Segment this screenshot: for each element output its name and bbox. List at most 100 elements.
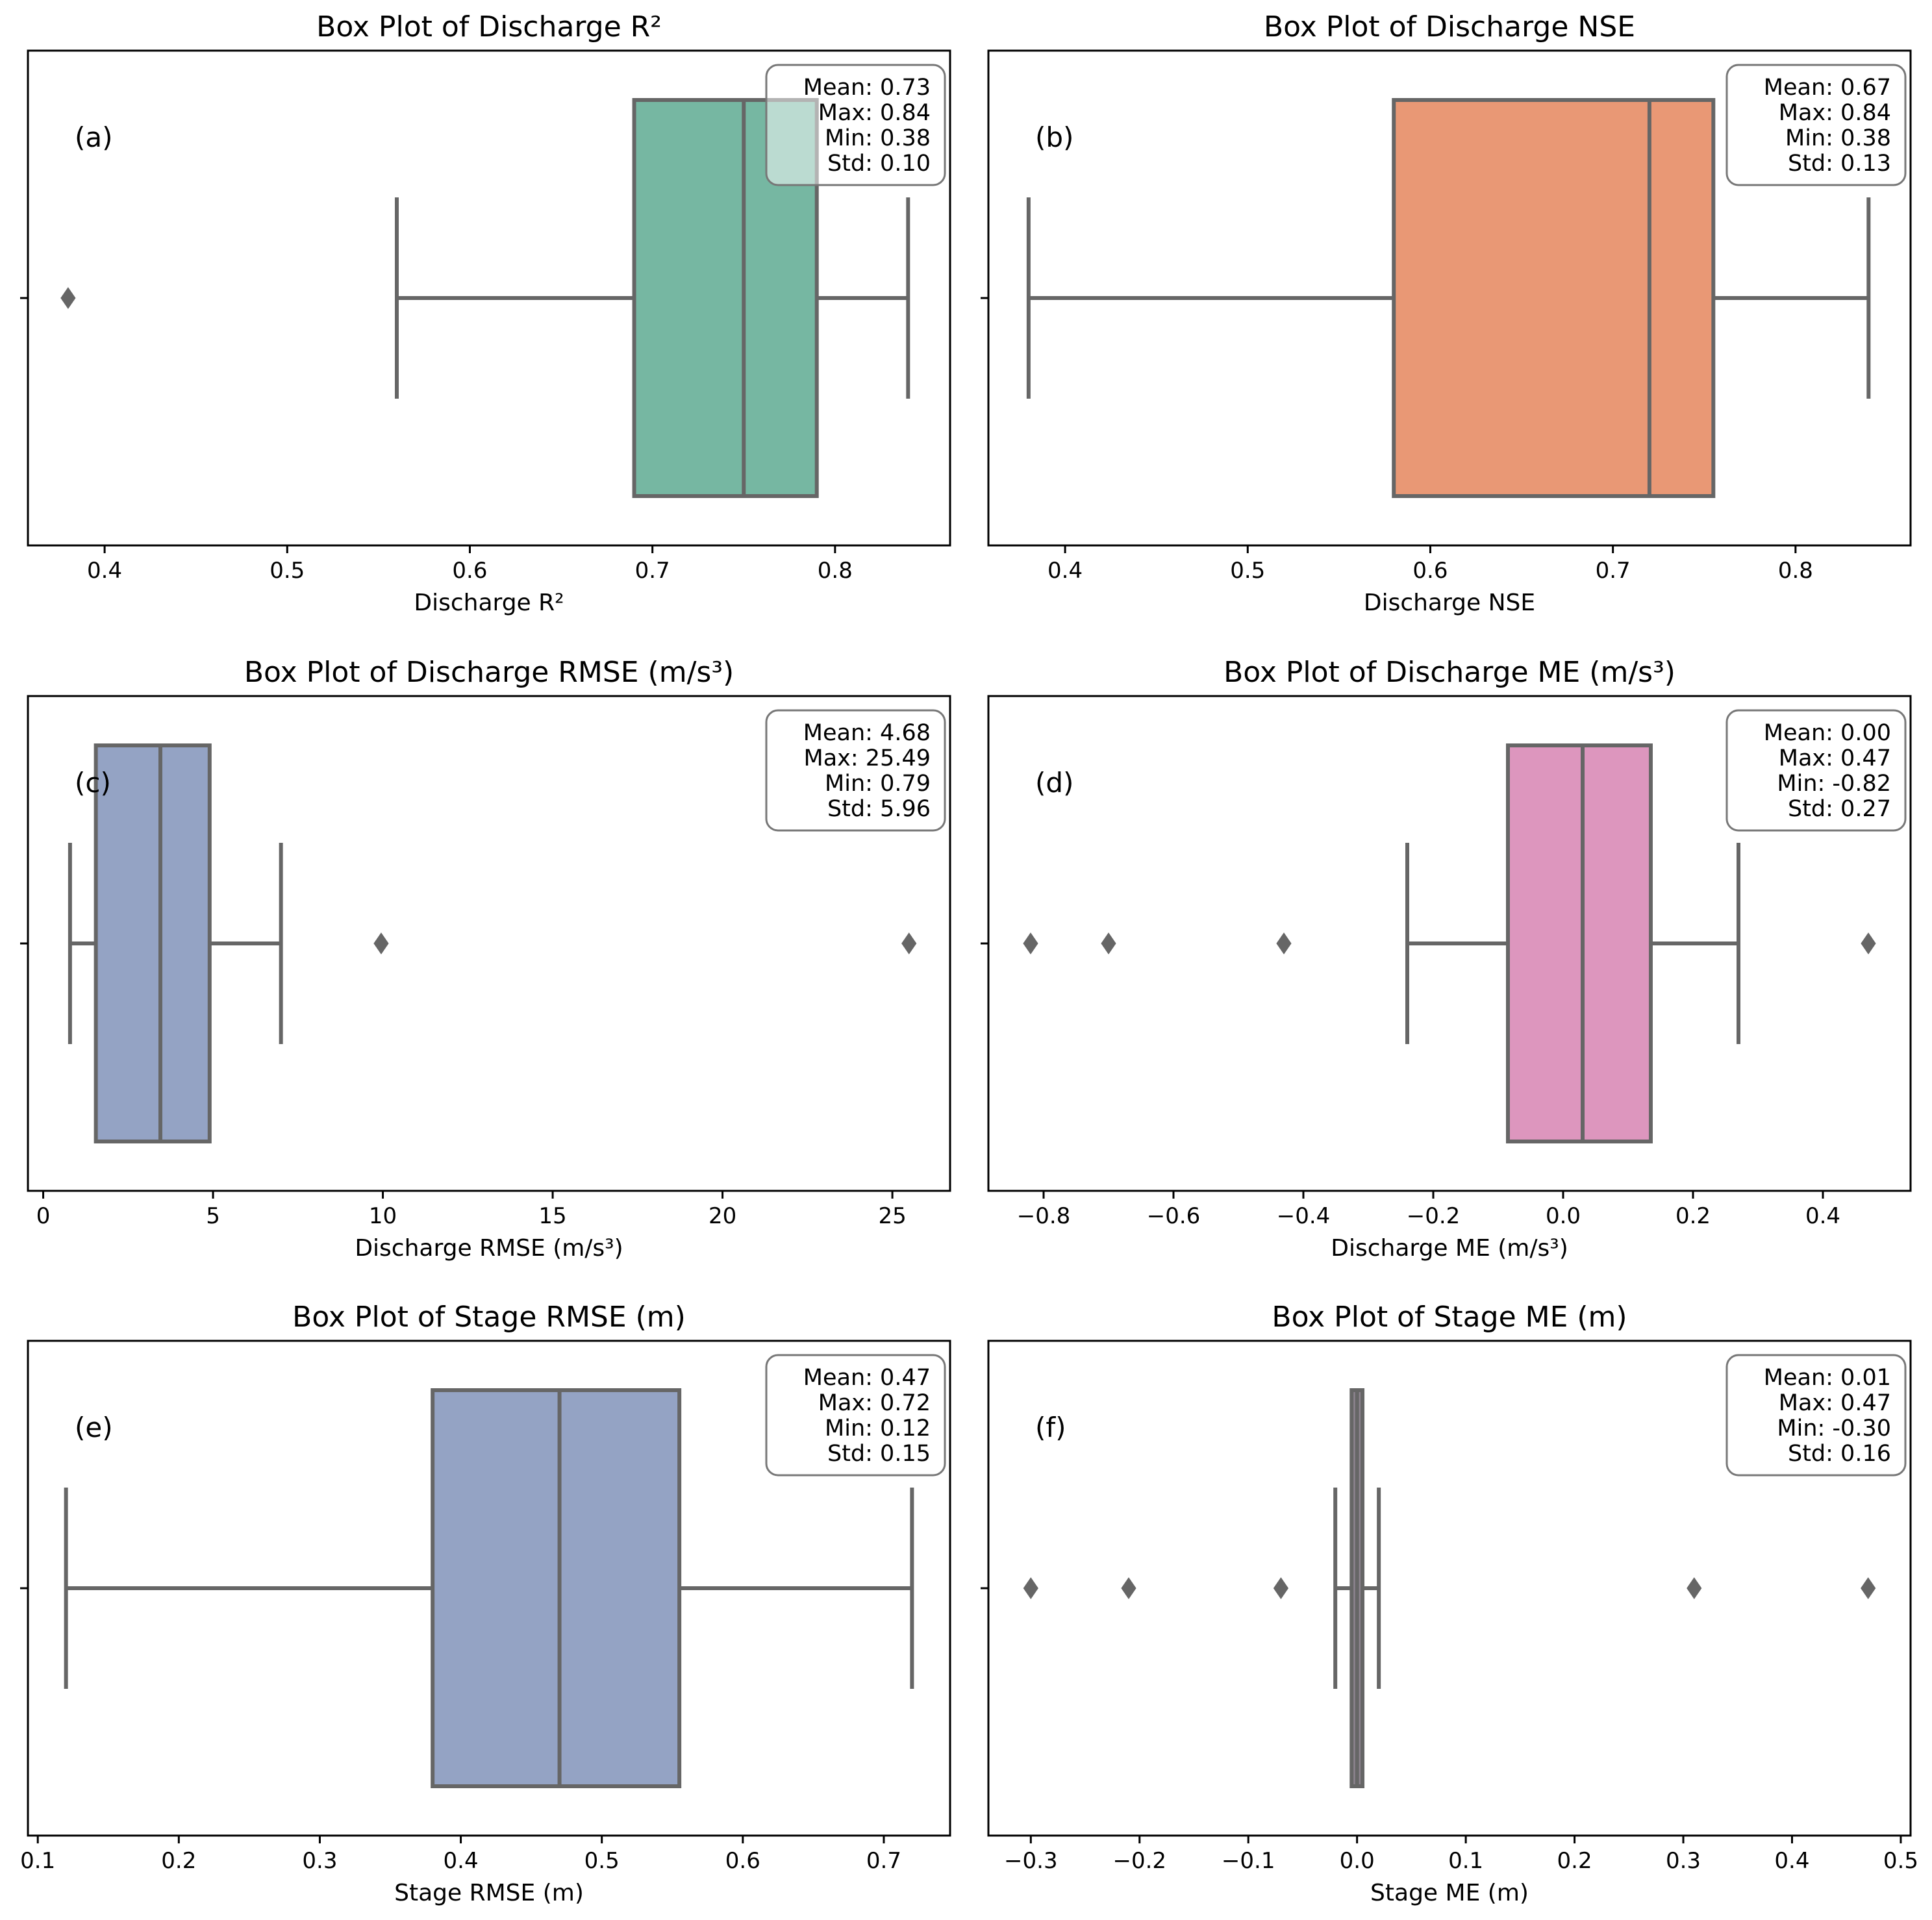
x-tick-label: 0.5 [270,558,305,584]
stats-box [765,709,946,832]
x-tick-label: 0.6 [725,1848,760,1874]
stats-line: Max: 25.49 [804,745,931,771]
outlier-point [1276,932,1292,954]
x-tick-label: 0.7 [635,558,670,584]
x-axis-label: Stage ME (m) [1370,1880,1529,1906]
panel-c: Box Plot of Discharge RMSE (m/s³) 0 5 10 15 2… [20,656,951,1262]
x-tick-label: 0.4 [444,1848,479,1874]
stats-line: Mean: 0.01 [1764,1365,1891,1391]
x-tick-label: 0.8 [818,558,853,584]
outlier-point [1121,1577,1136,1599]
panel-a: Box Plot of Discharge R² 0.4 0.5 0.6 0.7 0.8 D… [20,10,951,616]
x-tick-label: 0.5 [584,1848,620,1874]
panel-b: Box Plot of Discharge NSE 0.4 0.5 0.6 0.7 0.8… [981,10,1912,616]
stats-box [1725,1354,1907,1477]
x-tick-label: 0.6 [1412,558,1448,584]
stats-line: Min: -0.82 [1777,771,1891,797]
x-tick-label: 0.0 [1546,1203,1581,1229]
x-tick-label: 0.4 [1774,1848,1809,1874]
panel-label: (f) [1035,1412,1066,1443]
x-tick-label: −0.1 [1222,1848,1275,1874]
x-axis-label: Discharge RMSE (m/s³) [355,1235,623,1262]
stats-line: Std: 0.15 [827,1441,931,1467]
x-axis-label: Stage RMSE (m) [394,1880,584,1906]
x-axis-label: Discharge ME (m/s³) [1331,1235,1568,1262]
x-tick-label: 0.3 [302,1848,337,1874]
x-tick-label: −0.6 [1147,1203,1201,1229]
x-tick-label: 0.8 [1778,558,1813,584]
outlier-point [1023,932,1038,954]
x-tick-label: 0.5 [1883,1848,1918,1874]
stats-line: Max: 0.84 [818,100,931,126]
stats-box [765,1354,946,1477]
x-tick-label: 0.0 [1340,1848,1375,1874]
outlier-point [1023,1577,1038,1599]
x-tick-label: 0.1 [1448,1848,1483,1874]
stats-line: Std: 0.16 [1788,1441,1891,1467]
x-tick-label: 10 [369,1203,397,1229]
panel-label: (c) [75,767,111,799]
chart-title: Box Plot of Discharge NSE [1264,10,1635,44]
stats-line: Std: 0.13 [1788,151,1891,177]
x-tick-label: −0.8 [1017,1203,1071,1229]
x-tick-label: 20 [709,1203,736,1229]
outlier-point [373,932,389,954]
outlier-point [1273,1577,1289,1599]
stats-line: Mean: 0.47 [803,1365,931,1391]
x-tick-label: 0.5 [1230,558,1265,584]
x-tick-label: 0.3 [1666,1848,1701,1874]
chart-title: Box Plot of Discharge R² [316,10,662,44]
panel-d: Box Plot of Discharge ME (m/s³) −0.8 −0.6 −… [981,656,1912,1262]
stats-line: Mean: 4.68 [803,720,931,746]
x-tick-label: 0.6 [452,558,487,584]
chart-title: Box Plot of Discharge ME (m/s³) [1223,656,1675,689]
x-tick-label: 0.2 [1675,1203,1711,1229]
iqr-box [431,1388,682,1788]
stats-line: Min: 0.38 [825,125,931,151]
stats-line: Std: 0.10 [827,151,931,177]
panel-label: (e) [75,1412,113,1443]
x-tick-label: 0.2 [161,1848,196,1874]
x-tick-label: 0.4 [1805,1203,1840,1229]
outlier-point [1687,1577,1702,1599]
stats-line: Max: 0.47 [1779,745,1891,771]
panel-label: (d) [1035,767,1073,799]
x-tick-label: 15 [538,1203,566,1229]
stats-line: Mean: 0.67 [1764,75,1891,101]
x-tick-label: 25 [878,1203,906,1229]
x-tick-label: −0.2 [1112,1848,1166,1874]
chart-title: Box Plot of Stage RMSE (m) [292,1301,686,1334]
x-tick-label: 0.4 [1048,558,1083,584]
outlier-point [60,287,76,309]
panel-f: Box Plot of Stage ME (m) −0.3 −0.2 −0.1 0.0 0… [981,1301,1918,1906]
x-tick-label: 0.4 [87,558,122,584]
x-axis-label: Discharge NSE [1364,590,1535,616]
x-tick-label: 0.2 [1557,1848,1592,1874]
x-axis-label: Discharge R² [414,590,564,616]
stats-box [765,64,946,186]
stats-line: Std: 0.27 [1788,796,1891,822]
x-tick-label: 0 [36,1203,51,1229]
outlier-point [1861,1577,1876,1599]
x-tick-label: −0.3 [1004,1848,1058,1874]
stats-box [1725,64,1907,186]
x-tick-label: −0.2 [1407,1203,1461,1229]
stats-box [1725,709,1907,832]
panel-label: (a) [75,121,113,153]
x-tick-label: 0.7 [866,1848,901,1874]
stats-line: Max: 0.47 [1779,1390,1891,1416]
stats-line: Max: 0.72 [818,1390,931,1416]
stats-line: Min: 0.79 [825,771,931,797]
iqr-box [1506,743,1653,1143]
iqr-box [94,743,212,1143]
stats-line: Min: 0.38 [1785,125,1891,151]
x-tick-label: 5 [206,1203,220,1229]
outlier-point [1861,932,1876,954]
x-tick-label: 0.1 [20,1848,55,1874]
outlier-point [901,932,917,954]
stats-line: Max: 0.84 [1779,100,1891,126]
stats-line: Std: 5.96 [827,796,931,822]
iqr-box [1392,98,1716,498]
panel-e: Box Plot of Stage RMSE (m) 0.1 0.2 0.3 0.4 0.… [20,1301,951,1906]
